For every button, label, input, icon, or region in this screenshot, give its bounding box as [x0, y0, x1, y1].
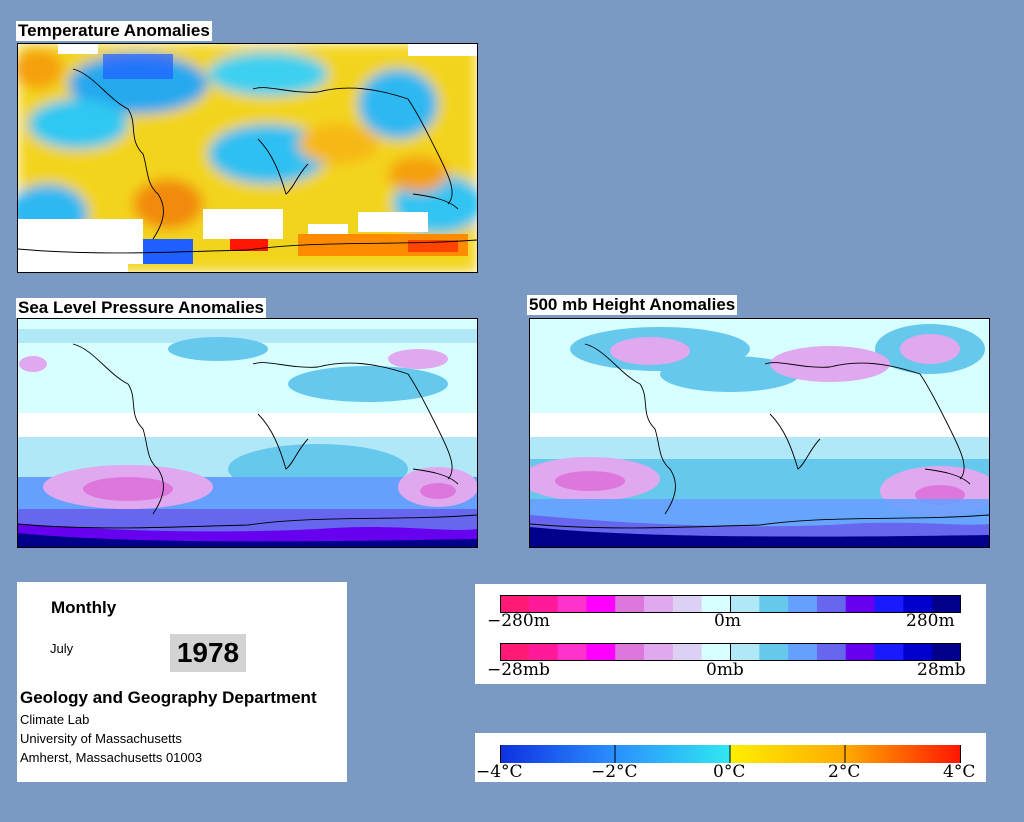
colorbar-cell: [903, 595, 933, 613]
colorbar-cell: [500, 643, 530, 661]
colorbar-cell: [672, 595, 703, 613]
colorbar-cell: [557, 643, 588, 661]
colorbar-cell: [903, 643, 933, 661]
pressure-colorbar: [500, 643, 961, 661]
colorbar-cell: [816, 643, 847, 661]
temperature-map: [17, 43, 478, 273]
colorbar-cell: [788, 643, 818, 661]
colorbar-cell: [932, 595, 961, 613]
height-colorbar: [500, 595, 961, 613]
period-label: Monthly: [51, 598, 117, 617]
colorbar-cell: [701, 595, 732, 613]
colorbar-cell: [759, 643, 789, 661]
slp-map: [17, 318, 478, 548]
temp-tick-3: 0°C: [713, 762, 746, 782]
month-label: July: [50, 641, 74, 656]
temperature-title: Temperature Anomalies: [16, 21, 212, 41]
temp-tick-4: 2°C: [828, 762, 861, 782]
colorbar-cell: [500, 595, 530, 613]
university-label: University of Massachusetts: [20, 731, 182, 746]
height-min-label: −280m: [487, 611, 550, 631]
colorbar-cell: [701, 643, 732, 661]
colorbar-cell: [528, 643, 559, 661]
height-max-label: 280m: [906, 611, 955, 631]
info-box: Monthly July 1978 Geology and Geography …: [17, 582, 347, 782]
temp-tick-5: 4°C: [943, 762, 976, 782]
pressure-min-label: −28mb: [487, 660, 550, 680]
colorbar-cell: [644, 595, 674, 613]
colorbar-cell: [816, 595, 847, 613]
colorbar-cell: [672, 643, 703, 661]
colorbar-cell: [874, 643, 904, 661]
lab-label: Climate Lab: [20, 712, 90, 727]
pressure-max-label: 28mb: [917, 660, 966, 680]
colorbar-cell: [730, 643, 760, 661]
height-map: [529, 318, 990, 548]
colorbar-cell: [615, 643, 645, 661]
address-label: Amherst, Massachusetts 01003: [20, 750, 203, 765]
colorbar-cell: [644, 643, 674, 661]
colorbar-cell: [759, 595, 789, 613]
anomaly-legend: −280m 0m 280m −28mb 0mb 28mb: [475, 584, 986, 684]
colorbar-cell: [874, 595, 904, 613]
colorbar-cell: [586, 595, 616, 613]
colorbar-cell: [845, 643, 876, 661]
temp-tick-2: −2°C: [591, 762, 638, 782]
colorbar-cell: [845, 595, 876, 613]
colorbar-cell: [932, 643, 961, 661]
temp-tick-1: −4°C: [476, 762, 523, 782]
year-label: 1978: [170, 634, 246, 672]
height-mid-label: 0m: [714, 611, 741, 631]
temperature-colorbar: [500, 745, 961, 763]
pressure-mid-label: 0mb: [706, 660, 744, 680]
department-label: Geology and Geography Department: [20, 688, 317, 707]
colorbar-cell: [528, 595, 559, 613]
colorbar-cell: [557, 595, 588, 613]
colorbar-cell: [788, 595, 818, 613]
height-title: 500 mb Height Anomalies: [527, 295, 738, 315]
colorbar-cell: [586, 643, 616, 661]
temperature-legend: −4°C −2°C 0°C 2°C 4°C: [475, 733, 986, 782]
colorbar-cell: [730, 595, 760, 613]
colorbar-cell: [615, 595, 645, 613]
slp-title: Sea Level Pressure Anomalies: [16, 298, 267, 318]
